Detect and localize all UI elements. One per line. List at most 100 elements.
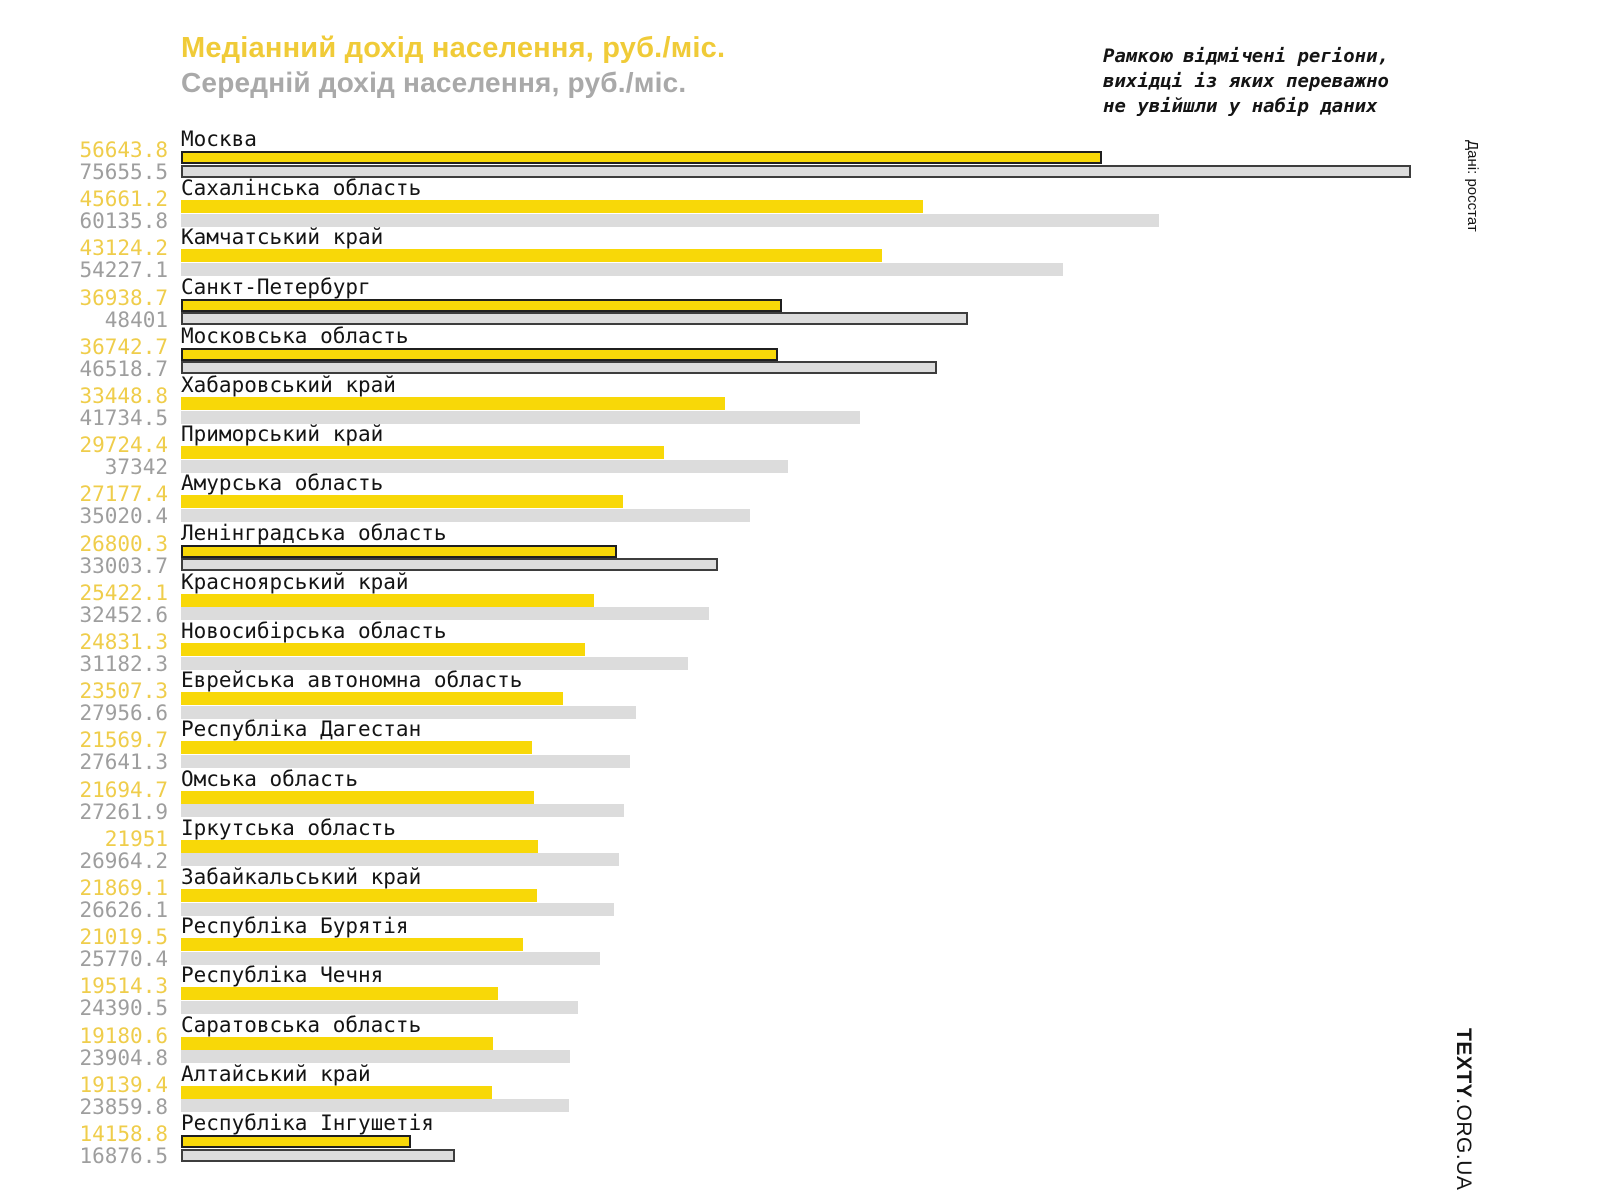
region-bars: Москва bbox=[181, 127, 1600, 178]
value-labels: 27177.4 35020.4 bbox=[0, 483, 168, 527]
region-row: 45661.2 60135.8 Сахалінська область bbox=[0, 176, 1600, 232]
mean-bar bbox=[181, 804, 625, 818]
median-value: 56643.8 bbox=[79, 138, 168, 162]
median-bar bbox=[181, 544, 617, 558]
median-bar bbox=[181, 643, 585, 656]
value-labels: 45661.2 60135.8 bbox=[0, 188, 168, 232]
framed-regions-note-line: вихідці із яких переважно bbox=[1103, 70, 1389, 92]
region-bars: Красноярський край bbox=[181, 569, 1600, 621]
mean-value: 54227.1 bbox=[79, 258, 168, 283]
brand-org-ua: .ORG.UA bbox=[1452, 1098, 1475, 1191]
region-label: Амурська область bbox=[181, 471, 384, 496]
mean-bar bbox=[181, 1000, 578, 1014]
region-row: 21019.5 25770.4 Республіка Бурятія bbox=[0, 914, 1600, 970]
region-row: 24831.3 31182.3 Новосибірська область bbox=[0, 619, 1600, 675]
median-value: 19514.3 bbox=[79, 974, 168, 999]
mean-value: 48401 bbox=[104, 307, 168, 332]
mean-value: 60135.8 bbox=[79, 209, 168, 234]
median-bar bbox=[181, 938, 523, 952]
value-labels: 43124.2 54227.1 bbox=[0, 237, 168, 281]
region-bars: Республіка Бурятія bbox=[181, 914, 1600, 965]
region-row: 27177.4 35020.4 Амурська область bbox=[0, 471, 1600, 527]
mean-value: 27641.3 bbox=[79, 750, 168, 775]
region-label: Москва bbox=[181, 127, 257, 151]
region-label: Республіка Бурятія bbox=[181, 914, 409, 939]
mean-value: 27956.6 bbox=[79, 701, 168, 726]
median-value: 43124.2 bbox=[79, 236, 168, 261]
median-bar bbox=[181, 692, 564, 706]
mean-bar bbox=[181, 508, 751, 522]
region-row: 29724.4 37342 Приморський край bbox=[0, 423, 1600, 478]
region-bars: Приморський край bbox=[181, 423, 1600, 473]
region-label: Санкт-Петербург bbox=[181, 274, 371, 299]
median-bar bbox=[181, 298, 782, 312]
chart-title-mean: Середній дохід населення, руб./міс. bbox=[181, 67, 687, 98]
median-bar bbox=[181, 1085, 493, 1099]
region-row: 21951 26964.2 Іркутська область bbox=[0, 815, 1600, 872]
brand-texty-org-ua: TEXTY.ORG.UA bbox=[1451, 1028, 1475, 1190]
region-bars: Республіка Дагестан bbox=[181, 718, 1600, 768]
median-value: 26800.3 bbox=[79, 531, 168, 556]
region-row: 25422.1 32452.6 Красноярський край bbox=[0, 569, 1600, 626]
region-label: Іркутська область bbox=[181, 815, 396, 840]
region-row: 26800.3 33003.7 Ленінградська область bbox=[0, 522, 1600, 577]
mean-bar bbox=[181, 459, 789, 473]
mean-bar bbox=[181, 312, 968, 326]
region-row: 23507.3 27956.6 Еврейська автономна област… bbox=[0, 668, 1600, 724]
value-labels: 19180.6 23904.8 bbox=[0, 1025, 168, 1069]
data-source-note: Дані: росстат bbox=[1464, 140, 1481, 232]
value-labels: 33448.8 41734.5 bbox=[0, 385, 168, 429]
mean-bar bbox=[181, 1050, 570, 1064]
value-labels: 25422.1 32452.6 bbox=[0, 582, 168, 626]
mean-bar bbox=[181, 754, 631, 768]
value-labels: 24831.3 31182.3 bbox=[0, 631, 168, 675]
mean-bar bbox=[181, 705, 636, 719]
region-label: Камчатський край bbox=[181, 225, 384, 250]
median-value: 21694.7 bbox=[79, 777, 168, 802]
median-value: 33448.8 bbox=[79, 384, 168, 408]
mean-bar bbox=[181, 951, 600, 965]
median-value: 21869.1 bbox=[79, 876, 168, 900]
region-bars: Іркутська область bbox=[181, 815, 1600, 867]
median-value: 27177.4 bbox=[79, 482, 168, 507]
mean-value: 31182.3 bbox=[79, 652, 168, 676]
region-bars: Сахалінська область bbox=[181, 176, 1600, 227]
region-label: Еврейська автономна область bbox=[181, 668, 523, 693]
median-value: 19139.4 bbox=[79, 1072, 168, 1097]
region-label: Республіка Інгушетія bbox=[181, 1111, 434, 1135]
median-value: 21019.5 bbox=[79, 925, 168, 950]
mean-value: 23904.8 bbox=[79, 1045, 168, 1070]
mean-bar bbox=[181, 853, 620, 867]
value-labels: 21019.5 25770.4 bbox=[0, 926, 168, 970]
mean-bar bbox=[181, 361, 938, 375]
mean-value: 37342 bbox=[104, 455, 168, 480]
median-value: 19180.6 bbox=[79, 1023, 168, 1048]
median-value: 36938.7 bbox=[79, 285, 168, 310]
mean-value: 27261.9 bbox=[79, 799, 168, 824]
median-bar bbox=[181, 839, 538, 853]
region-label: Красноярський край bbox=[181, 569, 409, 594]
value-labels: 21869.1 26626.1 bbox=[0, 877, 168, 921]
region-row: 21694.7 27261.9 Омська область bbox=[0, 768, 1600, 823]
median-bar bbox=[181, 446, 665, 460]
value-labels: 36938.7 48401 bbox=[0, 287, 168, 331]
framed-regions-note-line: не увійшли у набір даних bbox=[1103, 95, 1378, 117]
median-bar bbox=[181, 495, 623, 509]
median-bar bbox=[181, 790, 534, 804]
chart-titles: Медіанний дохід населення, руб./міс. Сер… bbox=[181, 30, 725, 100]
region-label: Новосибірська область bbox=[181, 619, 447, 643]
median-bar bbox=[181, 1135, 412, 1148]
region-row: 36938.7 48401 Санкт-Петербург bbox=[0, 274, 1600, 331]
median-value: 29724.4 bbox=[79, 433, 168, 458]
mean-value: 41734.5 bbox=[79, 406, 168, 430]
region-label: Сахалінська область bbox=[181, 176, 422, 201]
median-value: 25422.1 bbox=[79, 580, 168, 605]
region-bars: Омська область bbox=[181, 768, 1600, 818]
median-value: 14158.8 bbox=[79, 1122, 168, 1146]
mean-bar bbox=[181, 164, 1411, 178]
region-label: Алтайський край bbox=[181, 1061, 371, 1086]
median-value: 21569.7 bbox=[79, 728, 168, 753]
region-row: 14158.8 16876.5 Республіка Інгушетія bbox=[0, 1111, 1600, 1167]
mean-bar bbox=[181, 607, 709, 621]
